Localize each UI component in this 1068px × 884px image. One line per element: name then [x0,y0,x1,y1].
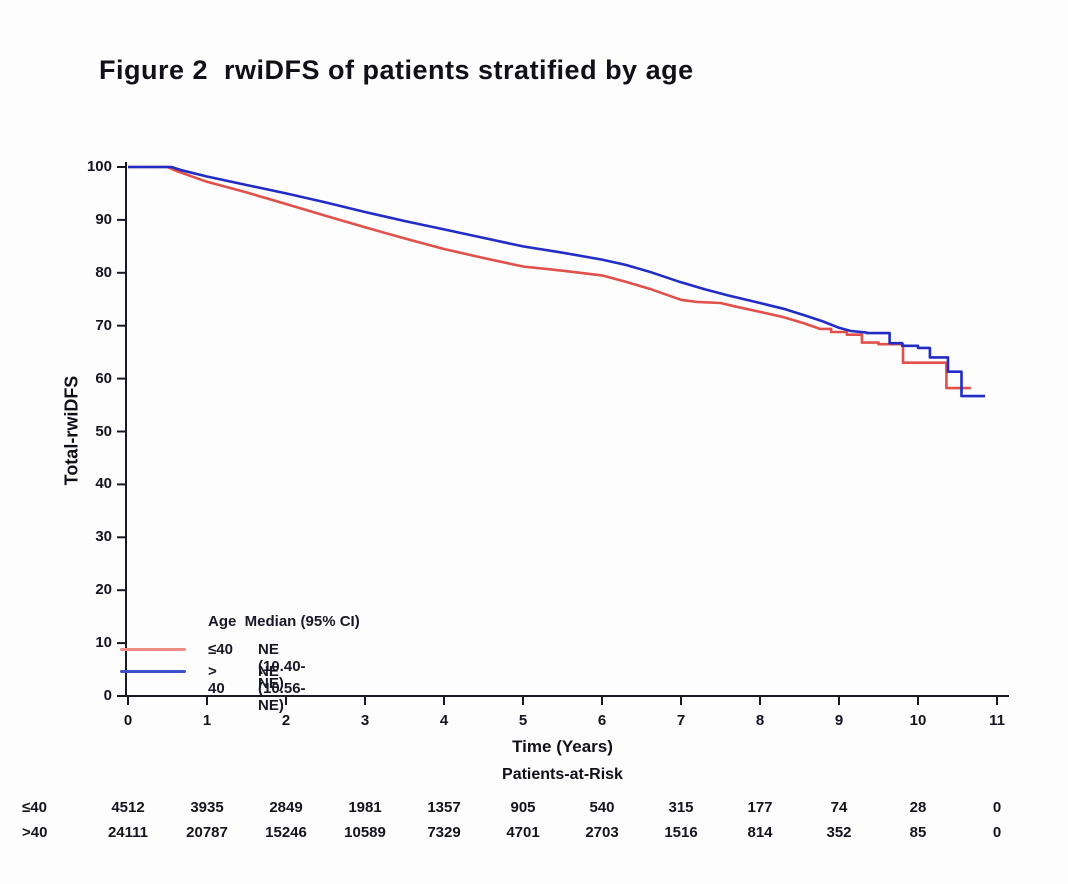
y-tick-label: 0 [103,687,112,704]
x-tick-label: 3 [360,712,370,729]
risk-value: 2849 [269,799,303,816]
risk-value: 28 [909,799,927,816]
x-tick-label: 4 [439,712,449,729]
y-tick-label: 40 [95,475,112,493]
x-tick-label: 10 [909,712,927,729]
risk-value: 7329 [427,824,461,841]
risk-value: 10589 [344,824,386,841]
x-tick-label: 11 [989,712,1005,729]
y-tick-label: 100 [86,158,112,175]
x-tick-label: 1 [202,712,212,729]
patients-at-risk-title: Patients-at-Risk [502,766,623,783]
risk-value: 315 [668,799,694,816]
y-tick-label: 80 [95,263,112,281]
legend-median-value: NE (10.56-NE) [258,663,306,714]
y-tick-label: 90 [95,210,112,228]
legend-swatch-gt40 [120,670,186,673]
x-tick-label: 6 [597,712,607,729]
risk-value: 0 [992,799,1002,816]
y-tick-label: 20 [95,581,112,599]
risk-value: 1516 [664,824,698,841]
x-tick-label: 5 [518,712,528,729]
risk-row-label: >40 [22,824,48,841]
x-axis-label: Time (Years) [512,737,613,756]
risk-value: 85 [909,824,927,841]
x-tick-label: 0 [123,712,133,729]
legend-label: ≤40 [208,641,233,658]
risk-value: 74 [830,799,848,816]
km-curve-le40 [128,165,971,390]
y-tick-label: 60 [95,369,112,387]
risk-value: 20787 [186,824,228,841]
risk-value: 2703 [585,824,619,841]
risk-value: 0 [992,824,1002,841]
risk-value: 814 [747,824,773,841]
risk-value: 540 [589,799,615,816]
y-tick-label: 10 [95,634,112,652]
risk-value: 4512 [111,799,145,816]
risk-row-label: ≤40 [22,799,47,816]
x-tick-label: 8 [755,712,765,729]
x-tick-label: 9 [834,712,844,729]
risk-value: 3935 [190,799,224,816]
risk-value: 905 [510,799,536,816]
risk-value: 1981 [348,799,382,816]
figure-title: Figure 2 rwiDFS of patients stratified b… [99,55,694,85]
legend-label: > 40 [208,663,225,697]
risk-value: 352 [826,824,852,841]
risk-value: 1357 [427,799,461,816]
risk-value: 177 [747,799,773,816]
risk-value: 15246 [265,824,307,841]
legend-swatch-le40 [120,648,186,651]
legend-median-value: NE (10.40-NE) [258,641,306,692]
y-tick-label: 50 [95,422,112,440]
y-tick-label: 30 [95,528,112,546]
risk-value: 4701 [506,824,540,841]
x-tick-label: 7 [676,712,686,729]
legend-header: Age Median (95% CI) [208,613,360,630]
y-tick-label: 70 [95,316,112,334]
x-tick-label: 2 [281,712,291,729]
risk-value: 24111 [107,824,149,841]
km-curve-gt40 [128,165,986,398]
